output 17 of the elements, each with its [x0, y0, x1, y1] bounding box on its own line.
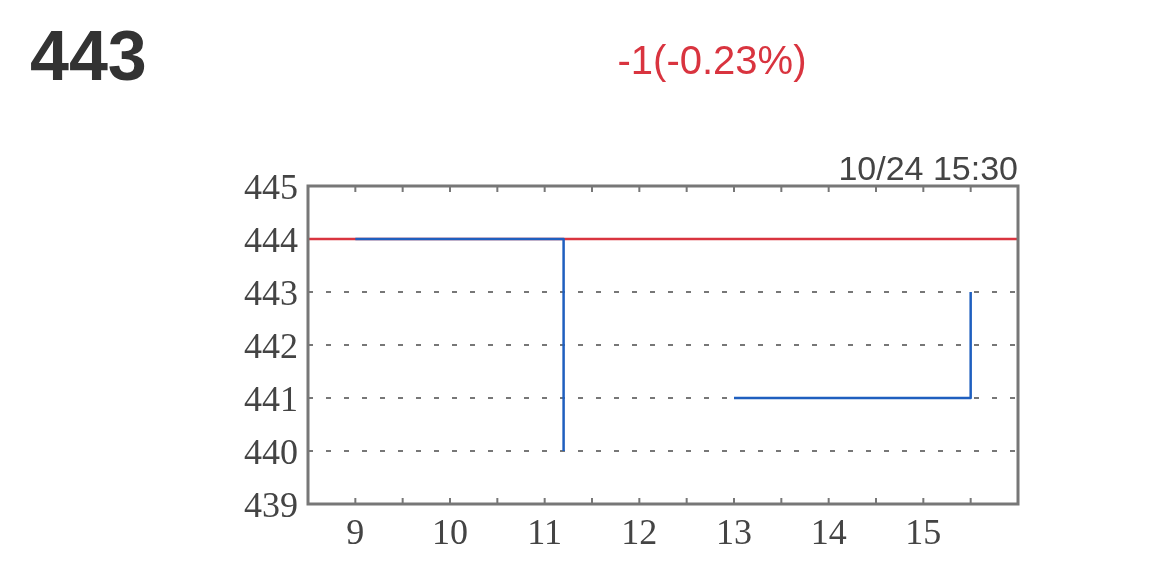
y-tick-label: 441 — [244, 378, 298, 419]
x-tick-label: 9 — [346, 512, 365, 552]
annotation: 10/24 15:30 — [838, 149, 1018, 187]
x-tick-label: 10 — [432, 512, 468, 552]
chart-subtitle: -1(-0.23%) — [617, 38, 807, 82]
y-tick-label: 442 — [244, 325, 298, 366]
y-tick-label: 444 — [244, 219, 298, 260]
x-tick-label: 14 — [810, 512, 847, 552]
x-tick-label: 15 — [905, 512, 942, 552]
chart-title: 443 — [30, 17, 147, 95]
y-tick-label: 445 — [244, 166, 298, 207]
y-tick-label: 440 — [244, 431, 298, 472]
y-tick-label: 439 — [244, 484, 298, 525]
x-tick-label: 11 — [527, 512, 562, 552]
y-tick-label: 443 — [244, 272, 298, 313]
x-tick-label: 13 — [716, 512, 752, 552]
x-tick-label: 12 — [621, 512, 658, 552]
